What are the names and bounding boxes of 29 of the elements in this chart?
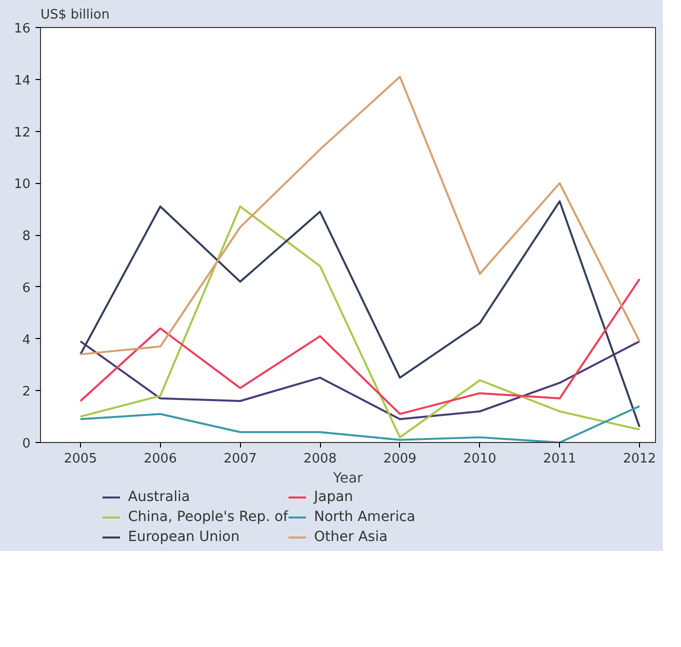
line-series bbox=[79, 278, 641, 415]
legend-label: Japan bbox=[314, 489, 354, 505]
x-tick-label: 2011 bbox=[543, 452, 576, 466]
y-tick-label: 4 bbox=[22, 332, 31, 348]
x-tick-label: 2005 bbox=[64, 452, 97, 466]
line-series bbox=[79, 405, 641, 442]
x-tick-label: 2009 bbox=[383, 452, 416, 466]
x-tick-label: 2006 bbox=[144, 452, 177, 466]
y-axis-title: US$ billion bbox=[40, 8, 110, 22]
x-tick-label: 2012 bbox=[622, 452, 656, 466]
line-series bbox=[79, 76, 641, 356]
legend-label: Australia bbox=[128, 489, 190, 505]
y-tick-label: 8 bbox=[22, 229, 31, 244]
x-tick-label: 2007 bbox=[224, 452, 257, 466]
y-tick-label: 2 bbox=[22, 384, 31, 400]
y-tick-label: 0 bbox=[22, 436, 31, 452]
y-tick-label: 14 bbox=[14, 73, 31, 88]
legend-label: China, People's Rep. of bbox=[128, 509, 288, 525]
y-tick-label: 6 bbox=[22, 280, 31, 296]
y-tick-label: 16 bbox=[14, 22, 31, 36]
y-tick-label: 12 bbox=[14, 125, 31, 140]
line-series bbox=[79, 340, 641, 420]
y-tick-label: 10 bbox=[14, 177, 31, 192]
x-tick-label: 2008 bbox=[304, 452, 337, 466]
legend-label: European Union bbox=[128, 529, 240, 545]
x-axis-title: Year bbox=[332, 470, 364, 486]
x-tick-label: 2010 bbox=[463, 452, 496, 466]
legend-label: North America bbox=[314, 509, 416, 525]
legend-label: Other Asia bbox=[314, 529, 388, 545]
